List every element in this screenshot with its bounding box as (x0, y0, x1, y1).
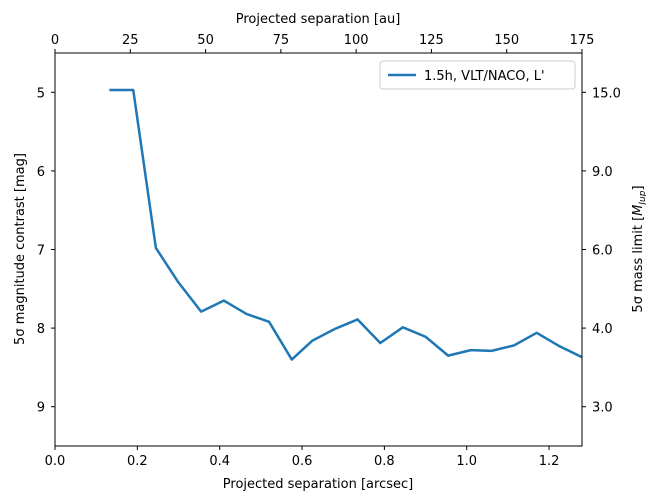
y-tick-label: 7 (37, 244, 45, 259)
legend-label: 1.5h, VLT/NACO, L' (424, 69, 545, 84)
top-x-axis-label: Projected separation [au] (236, 12, 401, 27)
x-tick-label: 1.2 (539, 454, 560, 469)
x-tick-label: 0.2 (127, 454, 148, 469)
legend-box (379, 60, 576, 90)
right-y-tick-label: 3.0 (592, 401, 613, 416)
y-axis-label: 5σ magnitude contrast [mag] (13, 153, 28, 345)
top-x-tick-label: 100 (344, 33, 369, 48)
top-x-tick-label: 50 (197, 33, 214, 48)
x-tick-label: 0.6 (292, 454, 313, 469)
right-y-tick-label: 6.0 (592, 244, 613, 259)
y-tick-label: 5 (37, 86, 45, 101)
y-tick-label: 6 (37, 165, 45, 180)
y-tick-label: 9 (37, 401, 45, 416)
right-y-tick-label: 4.0 (592, 322, 613, 337)
y-tick-label: 8 (37, 322, 45, 337)
right-y-tick-label: 15.0 (592, 86, 621, 101)
plot-frame (54, 52, 583, 447)
top-x-tick-label: 175 (570, 33, 595, 48)
top-x-tick-label: 0 (51, 33, 59, 48)
x-tick-label: 0.0 (45, 454, 66, 469)
top-x-tick-label: 150 (494, 33, 519, 48)
x-tick-label: 0.4 (209, 454, 230, 469)
legend: 1.5h, VLT/NACO, L' (379, 60, 576, 90)
plot-area (55, 53, 582, 446)
top-x-tick-label: 25 (122, 33, 139, 48)
top-x-tick-label: 75 (273, 33, 290, 48)
right-y-tick-label: 9.0 (592, 165, 613, 180)
x-axis-label: Projected separation [arcsec] (223, 477, 413, 491)
series-layer (109, 88, 582, 361)
right-y-axis-label: 5σ mass limit [MJup] (631, 185, 646, 312)
axes-layer: 0.0 0.2 0.4 0.6 0.8 1.0 1.20 25 50 75 100 125 150 175… (37, 33, 621, 469)
x-tick-label: 0.8 (374, 454, 395, 469)
top-x-tick-label: 125 (419, 33, 444, 48)
x-tick-label: 1.0 (456, 454, 477, 469)
series-line-0 (109, 88, 582, 361)
